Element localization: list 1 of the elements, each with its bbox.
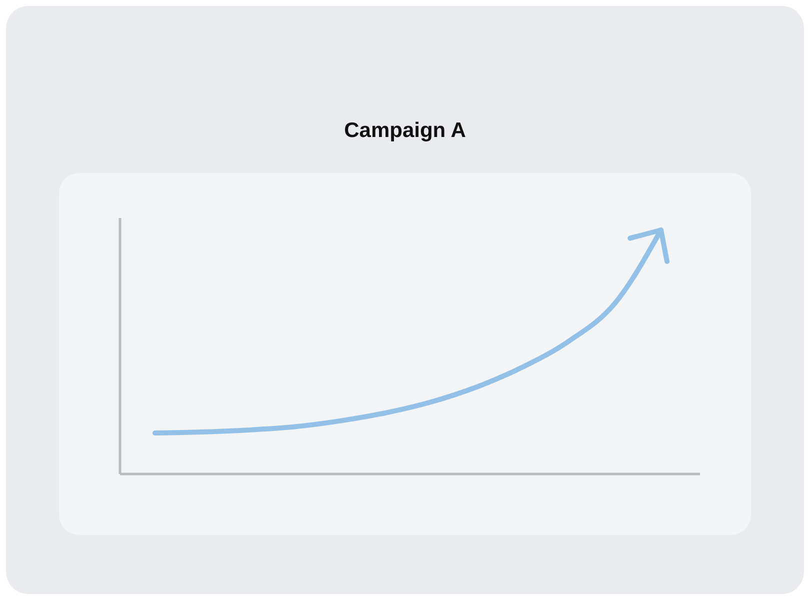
chart-title: Campaign A xyxy=(344,119,466,142)
